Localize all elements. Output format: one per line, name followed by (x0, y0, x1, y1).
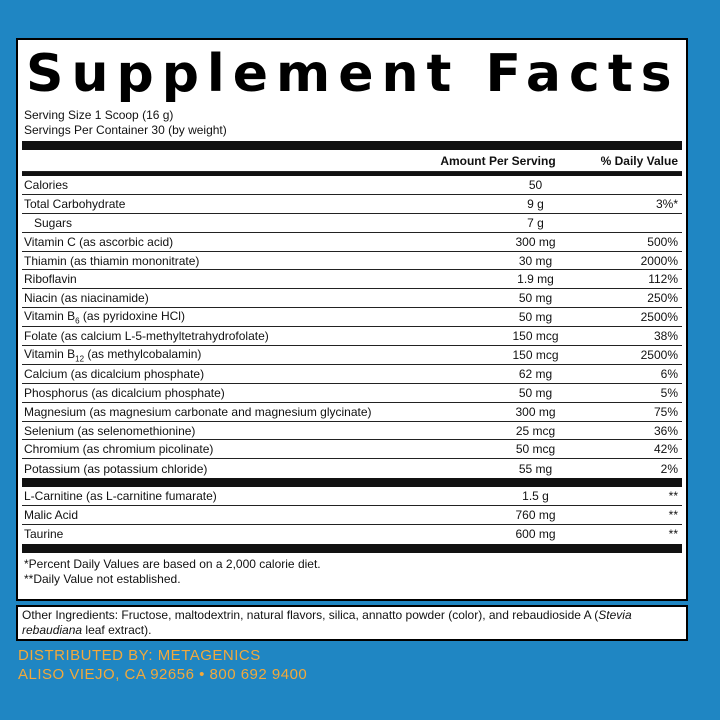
supplement-facts-panel: Supplement Facts Serving Size 1 Scoop (1… (16, 38, 688, 601)
divider-thick (22, 141, 682, 150)
dv-header: % Daily Value (600, 153, 678, 168)
nutrient-row: Total Carbohydrate 9 g 3%* (22, 195, 682, 214)
panel-title: Supplement Facts (26, 44, 680, 104)
nutrient-name: Phosphorus (as dicalcium phosphate) (24, 385, 225, 400)
nutrient-name: Vitamin B12 (as methylcobalamin) (24, 346, 202, 364)
nutrient-amount: 62 mg (518, 366, 553, 381)
nutrient-name: Vitamin C (as ascorbic acid) (24, 234, 174, 249)
nutrient-row: Calcium (as dicalcium phosphate) 62 mg 6% (22, 365, 682, 384)
nutrient-amount: 55 mg (518, 461, 553, 476)
footnote: **Daily Value not established. (24, 571, 181, 586)
nutrient-name: Sugars (34, 215, 73, 230)
nutrient-dv: 2000% (640, 253, 678, 268)
nutrient-name: Total Carbohydrate (24, 196, 126, 211)
nutrient-dv: ** (668, 527, 678, 542)
nutrient-amount: 150 mcg (512, 329, 559, 344)
nutrient-dv: 112% (648, 272, 678, 287)
divider-thick (22, 478, 682, 488)
nutrient-dv: 6% (660, 366, 678, 381)
nutrient-row: Phosphorus (as dicalcium phosphate) 50 mg… (22, 384, 682, 403)
nutrient-amount: 1.9 mg (517, 272, 554, 287)
other-nutrient-list: L-Carnitine (as L-carnitine fumarate) 1.5… (22, 487, 682, 544)
footnote: *Percent Daily Values are based on a 2,0… (24, 556, 321, 571)
nutrient-dv: ** (668, 508, 678, 523)
nutrient-name: Niacin (as niacinamide) (24, 291, 149, 306)
divider-thick (22, 543, 682, 553)
nutrient-amount: 9 g (527, 196, 544, 211)
servings-per-container: Servings Per Container 30 (by weight) (24, 123, 227, 137)
nutrient-amount: 760 mg (515, 508, 556, 523)
nutrient-name: Folate (as calcium L-5-methyltetrahydrof… (24, 329, 269, 344)
nutrient-name: Chromium (as chromium picolinate) (24, 442, 214, 457)
nutrient-list: Calories 50 Total Carbohydrate 9 g 3%* Sugars… (22, 176, 682, 478)
nutrient-dv: 2% (660, 461, 678, 476)
nutrient-amount: 50 mg (518, 291, 553, 306)
nutrient-dv: ** (668, 489, 678, 504)
nutrient-dv: 2500% (640, 310, 678, 325)
nutrient-dv: 500% (647, 234, 678, 249)
nutrient-amount: 50 mcg (515, 442, 556, 457)
nutrient-row: Magnesium (as magnesium carbonate and ma… (22, 403, 682, 422)
distributor-line: DISTRIBUTED BY: METAGENICS (18, 647, 261, 664)
footnotes: *Percent Daily Values are based on a 2,0… (22, 553, 682, 591)
divider-medium (22, 172, 682, 176)
nutrient-row: Calories 50 (22, 176, 682, 195)
nutrient-row: Niacin (as niacinamide) 50 mg 250% (22, 289, 682, 309)
nutrient-row: Folate (as calcium L-5-methyltetrahydrof… (22, 327, 682, 347)
nutrient-amount: 25 mcg (515, 423, 556, 438)
distributor-address: ALISO VIEJO, CA 92656 • 800 692 9400 (18, 666, 308, 683)
nutrient-name: L-Carnitine (as L-carnitine fumarate) (24, 489, 217, 504)
nutrient-row: Vitamin B6 (as pyridoxine HCl) 50 mg 2500% (22, 308, 682, 328)
nutrient-name: Potassium (as potassium chloride) (24, 461, 208, 476)
nutrient-amount: 300 mg (515, 234, 556, 249)
table-header: Amount Per Serving % Daily Value (22, 150, 682, 172)
nutrient-dv: 3%* (655, 196, 678, 211)
nutrient-dv: 250% (647, 291, 678, 306)
nutrient-row: Selenium (as selenomethionine) 25 mcg 36% (22, 422, 682, 441)
nutrient-amount: 7 g (527, 215, 544, 230)
nutrient-dv: 5% (660, 385, 678, 400)
nutrient-dv: 36% (653, 423, 678, 438)
nutrient-amount: 30 mg (518, 253, 553, 268)
nutrient-row: Taurine 600 mg ** (22, 525, 682, 544)
nutrient-dv: 75% (653, 404, 678, 419)
nutrient-row: Vitamin B12 (as methylcobalamin) 150 mcg 2… (22, 346, 682, 365)
nutrient-amount: 50 mg (518, 385, 553, 400)
amount-header: Amount Per Serving (440, 153, 556, 168)
nutrient-amount: 50 (528, 177, 543, 192)
nutrient-dv: 2500% (640, 347, 678, 362)
nutrient-amount: 300 mg (515, 404, 556, 419)
nutrient-row: Riboflavin 1.9 mg 112% (22, 270, 682, 290)
nutrient-amount: 600 mg (515, 527, 556, 542)
nutrient-row: Thiamin (as thiamin mononitrate) 30 mg 200… (22, 252, 682, 271)
nutrient-name: Vitamin B6 (as pyridoxine HCl) (24, 308, 185, 326)
nutrient-amount: 50 mg (518, 310, 553, 325)
nutrient-name: Thiamin (as thiamin mononitrate) (24, 253, 200, 268)
distributor-info: DISTRIBUTED BY: METAGENICS ALISO VIEJO, … (18, 646, 307, 684)
nutrient-row: Chromium (as chromium picolinate) 50 mcg 4… (22, 440, 682, 460)
other-ingredients: Other Ingredients: Fructose, maltodextri… (16, 605, 688, 641)
nutrient-dv: 38% (653, 329, 678, 344)
nutrient-row: Sugars 7 g (22, 214, 682, 233)
nutrient-name: Calories (24, 177, 69, 192)
nutrient-amount: 150 mcg (512, 347, 559, 362)
nutrient-row: L-Carnitine (as L-carnitine fumarate) 1.5… (22, 487, 682, 507)
nutrient-dv: 42% (653, 442, 678, 457)
nutrient-name: Taurine (24, 527, 64, 542)
nutrient-row: Malic Acid 760 mg ** (22, 506, 682, 526)
nutrient-row: Vitamin C (as ascorbic acid) 300 mg 500% (22, 233, 682, 252)
nutrient-name: Calcium (as dicalcium phosphate) (24, 366, 205, 381)
nutrient-name: Riboflavin (24, 272, 77, 287)
nutrient-name: Magnesium (as magnesium carbonate and ma… (24, 404, 372, 419)
nutrient-row: Potassium (as potassium chloride) 55 mg 2% (22, 459, 682, 478)
nutrient-name: Selenium (as selenomethionine) (24, 423, 196, 438)
nutrient-amount: 1.5 g (522, 489, 549, 504)
serving-size: Serving Size 1 Scoop (16 g) (24, 108, 174, 122)
nutrient-name: Malic Acid (24, 508, 79, 523)
